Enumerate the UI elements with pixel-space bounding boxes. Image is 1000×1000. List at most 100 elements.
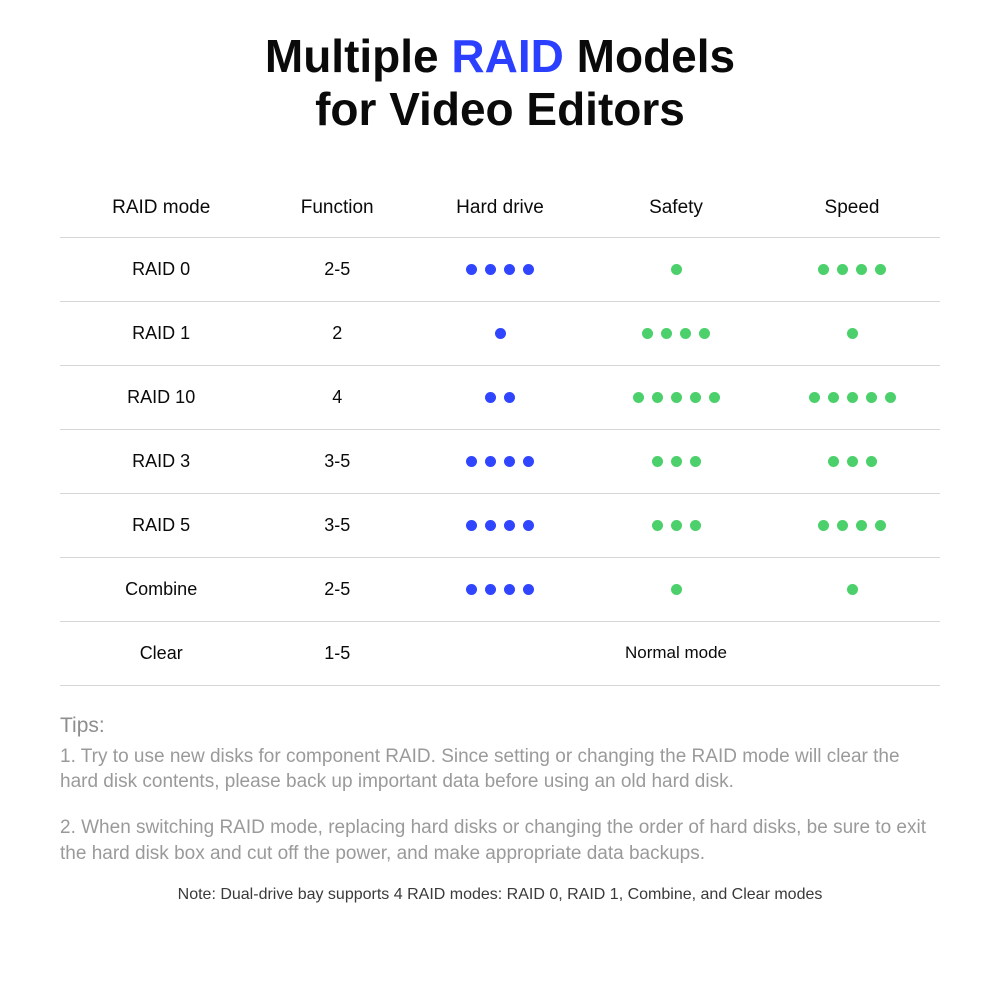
dot-icon bbox=[523, 520, 534, 531]
table-header-row: RAID mode Function Hard drive Safety Spe… bbox=[60, 180, 940, 238]
cell-hard-drive-dots bbox=[412, 392, 588, 403]
tips-list: 1. Try to use new disks for component RA… bbox=[60, 744, 940, 867]
dot-icon bbox=[690, 520, 701, 531]
cell-hard-drive-dots bbox=[412, 264, 588, 275]
cell-hard-drive-dots bbox=[412, 456, 588, 467]
cell-safety-dots bbox=[588, 264, 764, 275]
tips-section: Tips: 1. Try to use new disks for compon… bbox=[60, 714, 940, 867]
cell-hard-drive bbox=[412, 328, 588, 339]
cell-safety bbox=[588, 520, 764, 531]
dot-icon bbox=[837, 264, 848, 275]
cell-speed bbox=[764, 584, 940, 595]
dot-icon bbox=[466, 584, 477, 595]
cell-hard-drive bbox=[412, 584, 588, 595]
dot-icon bbox=[485, 392, 496, 403]
dot-icon bbox=[504, 392, 515, 403]
cell-raid-mode: RAID 3 bbox=[60, 451, 262, 472]
dot-icon bbox=[671, 264, 682, 275]
dot-icon bbox=[875, 520, 886, 531]
dot-icon bbox=[523, 456, 534, 467]
cell-safety bbox=[588, 264, 764, 275]
dot-icon bbox=[504, 264, 515, 275]
title-accent: RAID bbox=[451, 30, 563, 82]
cell-speed-dots bbox=[764, 328, 940, 339]
dot-icon bbox=[504, 584, 515, 595]
col-raid-mode: RAID mode bbox=[60, 197, 262, 219]
dot-icon bbox=[828, 392, 839, 403]
dot-icon bbox=[885, 392, 896, 403]
page-title: Multiple RAID Modelsfor Video Editors bbox=[60, 30, 940, 136]
cell-speed bbox=[764, 520, 940, 531]
cell-speed-dots bbox=[764, 392, 940, 403]
table-row: RAID 53-5 bbox=[60, 494, 940, 558]
dot-icon bbox=[485, 584, 496, 595]
dot-icon bbox=[856, 264, 867, 275]
cell-safety-dots bbox=[588, 520, 764, 531]
dot-icon bbox=[485, 520, 496, 531]
table-row: Combine2-5 bbox=[60, 558, 940, 622]
dot-icon bbox=[633, 392, 644, 403]
cell-raid-mode: RAID 10 bbox=[60, 387, 262, 408]
dot-icon bbox=[485, 456, 496, 467]
dot-icon bbox=[680, 328, 691, 339]
col-speed: Speed bbox=[764, 197, 940, 219]
cell-speed-dots bbox=[764, 584, 940, 595]
dot-icon bbox=[495, 328, 506, 339]
dot-icon bbox=[661, 328, 672, 339]
cell-function: 2 bbox=[262, 323, 412, 344]
dot-icon bbox=[466, 520, 477, 531]
cell-safety-dots bbox=[588, 328, 764, 339]
table-body: RAID 02-5RAID 12RAID 104RAID 33-5RAID 53… bbox=[60, 238, 940, 686]
cell-raid-mode: RAID 1 bbox=[60, 323, 262, 344]
cell-function: 2-5 bbox=[262, 259, 412, 280]
cell-speed bbox=[764, 456, 940, 467]
title-before: Multiple bbox=[265, 30, 452, 82]
cell-speed bbox=[764, 392, 940, 403]
dot-icon bbox=[523, 584, 534, 595]
col-function: Function bbox=[262, 197, 412, 219]
dot-icon bbox=[671, 584, 682, 595]
dot-icon bbox=[847, 456, 858, 467]
cell-raid-mode: RAID 5 bbox=[60, 515, 262, 536]
cell-speed-dots bbox=[764, 264, 940, 275]
cell-raid-mode: Combine bbox=[60, 579, 262, 600]
dot-icon bbox=[504, 520, 515, 531]
dot-icon bbox=[856, 520, 867, 531]
dot-icon bbox=[671, 456, 682, 467]
cell-function: 2-5 bbox=[262, 579, 412, 600]
dot-icon bbox=[671, 392, 682, 403]
tips-item: 2. When switching RAID mode, replacing h… bbox=[60, 815, 940, 866]
cell-hard-drive-dots bbox=[412, 520, 588, 531]
cell-hard-drive-dots bbox=[412, 584, 588, 595]
dot-icon bbox=[809, 392, 820, 403]
col-hard-drive: Hard drive bbox=[412, 197, 588, 219]
dot-icon bbox=[642, 328, 653, 339]
cell-safety bbox=[588, 584, 764, 595]
dot-icon bbox=[875, 264, 886, 275]
dot-icon bbox=[652, 392, 663, 403]
cell-hard-drive-dots bbox=[412, 328, 588, 339]
dot-icon bbox=[523, 264, 534, 275]
dot-icon bbox=[818, 264, 829, 275]
dot-icon bbox=[847, 584, 858, 595]
dot-icon bbox=[699, 328, 710, 339]
tips-item: 1. Try to use new disks for component RA… bbox=[60, 744, 940, 795]
table-row: RAID 12 bbox=[60, 302, 940, 366]
cell-safety bbox=[588, 392, 764, 403]
cell-hard-drive bbox=[412, 264, 588, 275]
table-row: RAID 104 bbox=[60, 366, 940, 430]
dot-icon bbox=[504, 456, 515, 467]
cell-speed bbox=[764, 328, 940, 339]
dot-icon bbox=[828, 456, 839, 467]
dot-icon bbox=[690, 456, 701, 467]
cell-normal-mode: Normal mode bbox=[412, 643, 940, 663]
dot-icon bbox=[837, 520, 848, 531]
footer-note: Note: Dual-drive bay supports 4 RAID mod… bbox=[60, 886, 940, 904]
page: Multiple RAID Modelsfor Video Editors RA… bbox=[0, 0, 1000, 1000]
cell-function: 1-5 bbox=[262, 643, 412, 664]
col-safety: Safety bbox=[588, 197, 764, 219]
cell-safety-dots bbox=[588, 392, 764, 403]
cell-hard-drive bbox=[412, 392, 588, 403]
dot-icon bbox=[847, 392, 858, 403]
cell-safety-dots bbox=[588, 456, 764, 467]
